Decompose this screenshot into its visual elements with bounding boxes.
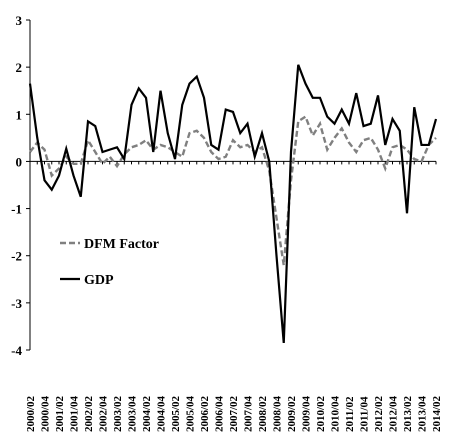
x-tick-label: 2003/02 — [112, 395, 124, 432]
x-tick-label: 2014/02 — [431, 395, 443, 432]
x-tick-label: 2005/02 — [170, 395, 182, 432]
legend-label-gdp: GDP — [84, 273, 114, 288]
y-tick-label: -3 — [11, 296, 22, 311]
x-tick-label: 2004/04 — [156, 395, 168, 432]
x-tick-label: 2012/04 — [388, 395, 400, 432]
axes: -4 -3 -2 -1 0 1 2 3 2000/02 2000/04 2001/02 2001/04… — [11, 13, 443, 432]
x-tick-label: 2008/02 — [257, 395, 269, 432]
y-tick-label: -1 — [11, 202, 22, 217]
x-tick-label: 2010/04 — [330, 395, 342, 432]
y-tick-label: 1 — [16, 107, 23, 122]
legend-label-dfm-factor: DFM Factor — [84, 237, 159, 252]
series-layer — [28, 64, 438, 344]
x-tick-label: 2004/02 — [141, 395, 153, 432]
x-tick-label: 2011/04 — [359, 396, 371, 432]
x-tick-label: 2007/04 — [243, 395, 255, 432]
y-tick-label: 2 — [16, 60, 23, 75]
x-tick-label: 2000/02 — [25, 395, 37, 432]
x-tick-label: 2005/04 — [185, 395, 197, 432]
y-tick-label: -4 — [11, 343, 22, 358]
x-tick-label: 2001/04 — [69, 395, 81, 432]
x-tick-label: 2001/02 — [54, 395, 66, 432]
x-tick-label: 2010/02 — [315, 395, 327, 432]
y-tick-label: -2 — [11, 249, 22, 264]
x-tick-label: 2006/04 — [214, 395, 226, 432]
x-tick-label: 2007/02 — [228, 395, 240, 432]
series-line-gdp — [28, 64, 438, 344]
x-tick-label: 2012/02 — [373, 395, 385, 432]
x-tick-label: 2013/02 — [402, 395, 414, 432]
x-tick-label: 2013/04 — [417, 395, 429, 432]
x-tick-label: 2011/02 — [344, 396, 356, 432]
x-tick-label: 2006/02 — [199, 395, 211, 432]
x-tick-label: 2003/04 — [127, 395, 139, 432]
x-tick-label: 2002/02 — [83, 395, 95, 432]
x-tick-label: 2009/04 — [301, 395, 313, 432]
x-tick-label: 2008/04 — [272, 395, 284, 432]
series-line-dfm-factor — [29, 114, 437, 266]
x-tick-label: 2000/04 — [40, 395, 52, 432]
x-tick-label: 2002/04 — [98, 395, 110, 432]
y-tick-label: 3 — [16, 13, 23, 28]
legend: DFM Factor GDP — [60, 237, 159, 288]
x-tick-label: 2009/02 — [286, 395, 298, 432]
y-tick-label: 0 — [16, 154, 23, 169]
